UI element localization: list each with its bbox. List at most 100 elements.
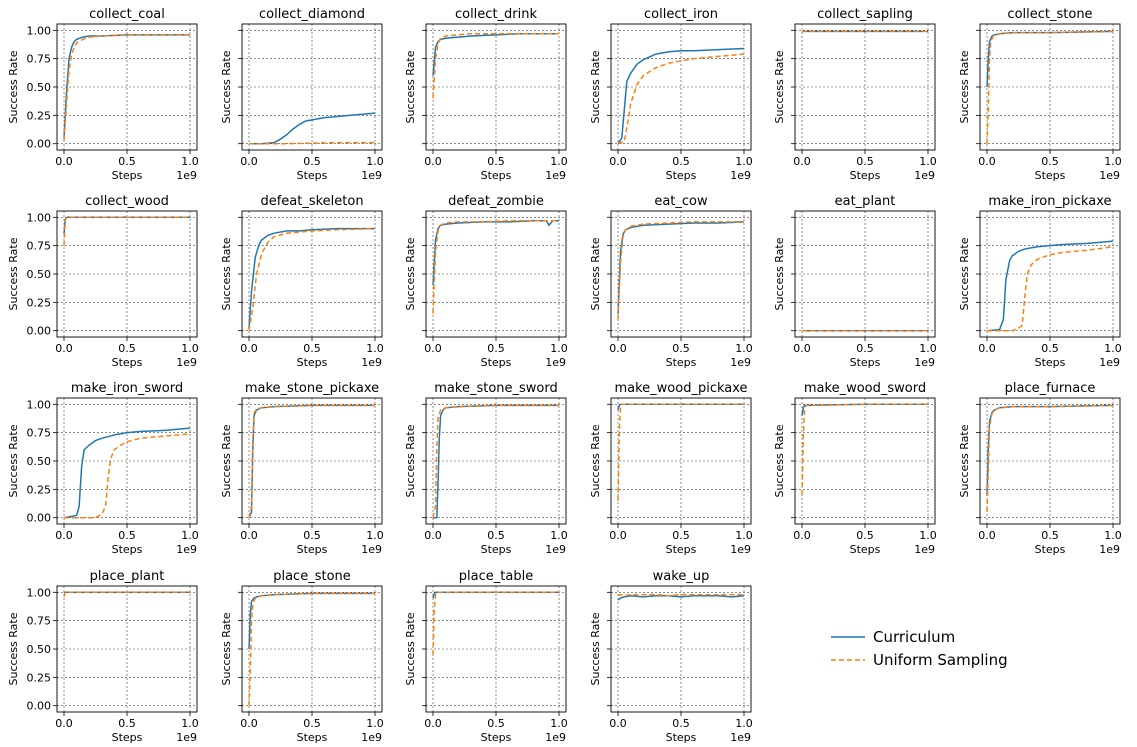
subplot-title: make_wood_sword bbox=[804, 381, 926, 396]
series-line-uniform-sampling bbox=[64, 433, 191, 519]
x-tick-label: 1.0 bbox=[181, 529, 199, 542]
x-tick-label: 0.0 bbox=[424, 155, 442, 168]
x-axis-label: Steps bbox=[297, 169, 328, 182]
x-axis-offset-label: 1e9 bbox=[545, 169, 566, 182]
series-line-uniform-sampling bbox=[248, 592, 375, 706]
subplot-title: wake_up bbox=[653, 569, 710, 584]
subplot-title: collect_wood bbox=[85, 194, 169, 209]
x-tick-label: 0.0 bbox=[55, 529, 73, 542]
legend: Curriculum Uniform Sampling bbox=[825, 622, 1025, 674]
subplot-eat-cow: 0.0 0.5 1.0 eat_cow Steps 1e9 Success Rate bbox=[589, 194, 753, 369]
x-axis-offset-label: 1e9 bbox=[730, 169, 751, 182]
series-line-uniform-sampling bbox=[63, 216, 190, 246]
y-axis-label: Success Rate bbox=[773, 424, 786, 497]
subplot-make-wood-pickaxe: 0.0 0.5 1.0 make_wood_pickaxe Steps 1e9 Succes… bbox=[589, 381, 753, 556]
x-axis-offset-label: 1e9 bbox=[176, 543, 197, 556]
series-line-uniform-sampling bbox=[432, 591, 559, 655]
x-tick-label: 0.5 bbox=[303, 155, 321, 168]
x-axis-offset-label: 1e9 bbox=[1099, 169, 1120, 182]
subplot-defeat-zombie: 0.0 0.5 1.0 defeat_zombie Steps 1e9 Success Ra… bbox=[404, 194, 568, 369]
y-axis-label: Success Rate bbox=[773, 50, 786, 123]
y-tick-label: 0.50 bbox=[27, 643, 52, 656]
y-axis-label: Success Rate bbox=[220, 424, 233, 497]
x-tick-label: 0.5 bbox=[1041, 342, 1059, 355]
y-axis-label: Success Rate bbox=[589, 50, 602, 123]
x-tick-label: 0.5 bbox=[856, 155, 874, 168]
x-axis-label: Steps bbox=[481, 356, 512, 369]
x-tick-label: 0.5 bbox=[303, 342, 321, 355]
y-axis-label: Success Rate bbox=[404, 612, 417, 685]
subplot-title: collect_stone bbox=[1007, 7, 1092, 22]
x-tick-label: 1.0 bbox=[1104, 342, 1122, 355]
series-line-uniform-sampling bbox=[986, 404, 1114, 513]
x-axis-label: Steps bbox=[666, 543, 697, 556]
x-axis-label: Steps bbox=[112, 543, 143, 556]
y-tick-label: 0.25 bbox=[27, 109, 52, 122]
x-tick-label: 0.0 bbox=[609, 717, 627, 730]
series-line-curriculum bbox=[986, 240, 1114, 332]
subplots-grid: 0.0 0.5 1.0 0.00 0.25 0.50 0.75 1.00 collect_coa… bbox=[7, 7, 1122, 744]
x-axis-offset-label: 1e9 bbox=[730, 543, 751, 556]
x-tick-label: 0.0 bbox=[424, 342, 442, 355]
x-tick-label: 0.5 bbox=[118, 155, 136, 168]
subplot-title: collect_drink bbox=[455, 7, 538, 22]
x-tick-label: 0.0 bbox=[978, 155, 996, 168]
x-tick-label: 0.0 bbox=[609, 529, 627, 542]
x-tick-label: 0.0 bbox=[793, 155, 811, 168]
x-axis-offset-label: 1e9 bbox=[914, 169, 935, 182]
x-axis-label: Steps bbox=[850, 356, 881, 369]
x-tick-label: 0.0 bbox=[978, 529, 996, 542]
subplot-title: collect_diamond bbox=[259, 7, 365, 22]
x-tick-label: 1.0 bbox=[366, 717, 384, 730]
x-axis-offset-label: 1e9 bbox=[545, 543, 566, 556]
x-tick-label: 0.0 bbox=[609, 155, 627, 168]
x-tick-label: 1.0 bbox=[735, 342, 753, 355]
x-tick-label: 0.0 bbox=[240, 342, 258, 355]
x-axis-offset-label: 1e9 bbox=[1099, 356, 1120, 369]
legend-box bbox=[825, 622, 1025, 674]
x-axis-label: Steps bbox=[481, 543, 512, 556]
y-tick-label: 0.25 bbox=[27, 483, 52, 496]
x-axis-label: Steps bbox=[1035, 356, 1066, 369]
subplot-collect-wood: 0.0 0.5 1.0 0.00 0.25 0.50 0.75 1.00 collect_woo… bbox=[7, 194, 199, 369]
y-tick-label: 0.00 bbox=[27, 138, 52, 151]
x-tick-label: 1.0 bbox=[735, 717, 753, 730]
x-axis-label: Steps bbox=[850, 169, 881, 182]
x-axis-offset-label: 1e9 bbox=[361, 356, 382, 369]
x-axis-offset-label: 1e9 bbox=[730, 356, 751, 369]
y-tick-label: 0.25 bbox=[27, 671, 52, 684]
subplot-title: place_table bbox=[459, 569, 533, 584]
x-tick-label: 1.0 bbox=[919, 342, 937, 355]
series-line-uniform-sampling bbox=[617, 53, 745, 145]
x-axis-label: Steps bbox=[850, 543, 881, 556]
subplot-collect-diamond: 0.0 0.5 1.0 collect_diamond Steps 1e9 Success … bbox=[220, 7, 384, 182]
y-axis-label: Success Rate bbox=[589, 424, 602, 497]
x-tick-label: 0.0 bbox=[424, 529, 442, 542]
x-tick-label: 1.0 bbox=[919, 529, 937, 542]
subplot-title: make_wood_pickaxe bbox=[614, 381, 747, 396]
x-tick-label: 0.0 bbox=[55, 342, 73, 355]
subplot-place-plant: 0.0 0.5 1.0 0.00 0.25 0.50 0.75 1.00 place_plant… bbox=[7, 569, 199, 744]
y-tick-label: 0.00 bbox=[27, 512, 52, 525]
y-tick-label: 0.75 bbox=[27, 53, 52, 66]
x-axis-offset-label: 1e9 bbox=[914, 543, 935, 556]
subplot-make-iron-pickaxe: 0.0 0.5 1.0 make_iron_pickaxe Steps 1e9 Succes… bbox=[958, 194, 1122, 369]
series-line-uniform-sampling bbox=[432, 219, 559, 314]
y-axis-label: Success Rate bbox=[404, 237, 417, 310]
subplot-title: place_plant bbox=[90, 569, 165, 584]
y-tick-label: 0.25 bbox=[27, 296, 52, 309]
x-tick-label: 1.0 bbox=[181, 155, 199, 168]
series-line-curriculum bbox=[249, 112, 376, 145]
legend-label-uniform-sampling: Uniform Sampling bbox=[873, 651, 1008, 669]
x-tick-label: 0.5 bbox=[303, 717, 321, 730]
x-tick-label: 0.5 bbox=[487, 155, 505, 168]
y-tick-label: 0.50 bbox=[27, 268, 52, 281]
y-tick-label: 1.00 bbox=[27, 586, 52, 599]
series-line-curriculum bbox=[63, 427, 191, 519]
subplot-title: collect_coal bbox=[89, 7, 165, 22]
y-axis-label: Success Rate bbox=[589, 612, 602, 685]
series-line-uniform-sampling bbox=[248, 404, 375, 518]
y-axis-label: Success Rate bbox=[958, 50, 971, 123]
x-tick-label: 0.0 bbox=[55, 717, 73, 730]
series-line-uniform-sampling bbox=[617, 593, 744, 597]
